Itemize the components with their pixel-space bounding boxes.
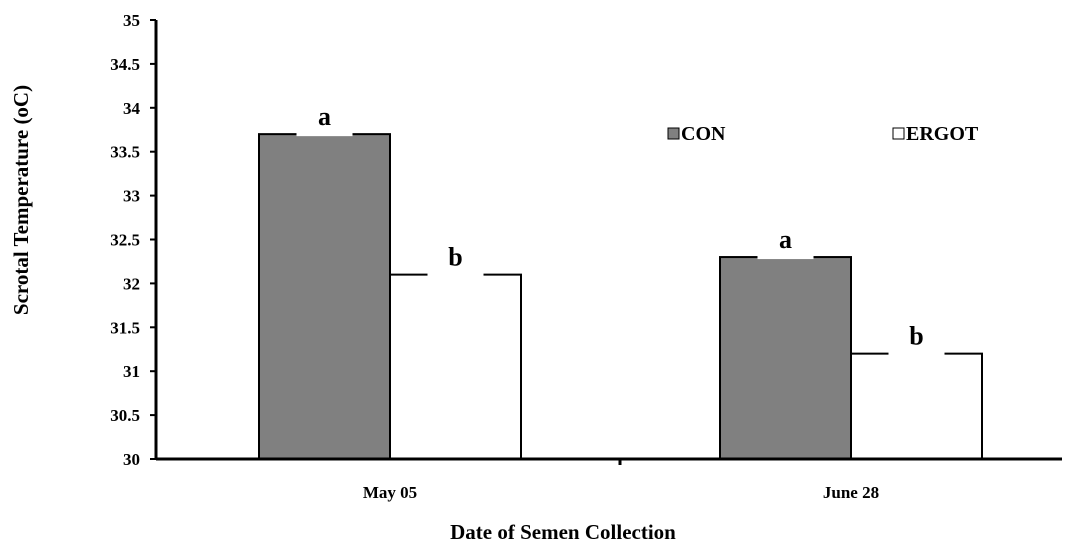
- legend-item-con: CON: [667, 123, 726, 145]
- y-tick-label: 30.5: [110, 406, 140, 425]
- y-tick-label: 35: [123, 11, 140, 30]
- legend-item-ergot: ERGOT: [892, 123, 979, 145]
- y-tick-label: 31: [123, 362, 140, 381]
- significance-letter: b: [448, 243, 462, 272]
- y-tick-label: 33.5: [110, 143, 140, 162]
- y-tick-label: 32.5: [110, 231, 140, 250]
- letter-background: [888, 323, 945, 356]
- legend-label-ergot: ERGOT: [906, 123, 979, 145]
- y-tick-label: 30: [123, 450, 140, 469]
- letter-background: [427, 244, 484, 277]
- y-tick-label: 34.5: [110, 55, 140, 74]
- y-axis-label: Scrotal Temperature (oC): [9, 85, 33, 315]
- x-tick-label: June 28: [823, 483, 879, 502]
- letter-background: [757, 227, 814, 260]
- y-tick-label: 31.5: [110, 318, 140, 337]
- legend: CON ERGOT: [667, 123, 979, 145]
- bar-ergot: [389, 273, 522, 460]
- legend-swatch-con: [667, 127, 680, 140]
- letter-background: [296, 104, 353, 137]
- bar-con: [719, 256, 852, 460]
- x-tick-label: May 05: [363, 483, 417, 502]
- y-tick-label: 33: [123, 187, 140, 206]
- significance-letter: a: [318, 102, 331, 131]
- significance-letter: a: [779, 225, 792, 254]
- legend-label-con: CON: [681, 123, 726, 145]
- x-axis-label: Date of Semen Collection: [450, 520, 676, 544]
- significance-letter-group: a a b b: [296, 102, 945, 356]
- x-tick-label-group: May 05 June 28: [363, 483, 879, 502]
- bar-con: [258, 133, 391, 460]
- y-tick-group: 30 30.5 31 31.5 32 32.5 33 33.5 34 34.5 35: [110, 11, 156, 469]
- bar-ergot: [850, 352, 983, 461]
- y-tick-label: 32: [123, 274, 140, 293]
- bar-group: [258, 133, 983, 461]
- legend-swatch-ergot: [892, 127, 905, 140]
- y-tick-label: 34: [123, 99, 141, 118]
- significance-letter: b: [909, 322, 923, 351]
